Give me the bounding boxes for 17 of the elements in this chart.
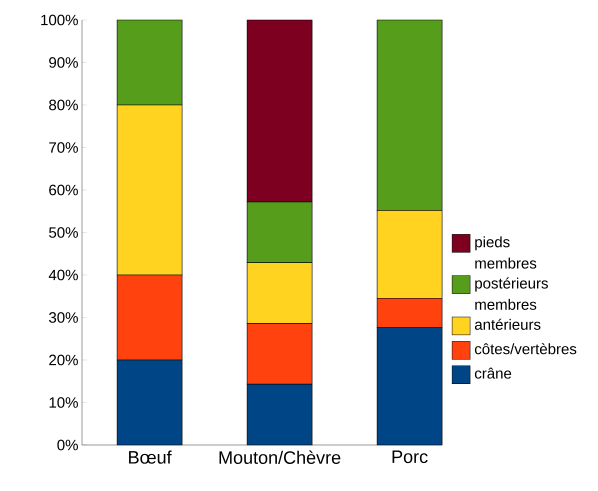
legend-label: pieds [475, 236, 510, 250]
x-tick-label: Bœuf [129, 450, 172, 464]
legend-label: crâne [474, 368, 512, 379]
y-tick-label: 20% [49, 354, 78, 366]
y-tick-label: 10% [50, 397, 78, 408]
y-tick-label: 100% [41, 14, 78, 26]
y-tick-label: 0% [57, 440, 78, 450]
x-tick-label: Mouton/Chèvre [220, 450, 340, 464]
y-tick-label: 40% [48, 270, 78, 280]
y-tick-label: 90% [49, 57, 78, 68]
y-tick-label: 50% [49, 227, 78, 238]
x-tick-label: Porc [392, 450, 428, 464]
y-tick-label: 80% [49, 100, 78, 110]
y-tick-label: 70% [49, 142, 78, 153]
y-tick-label: 30% [49, 312, 78, 323]
y-tick-label: 60% [49, 184, 78, 196]
legend-label: côtes/vertèbres [474, 343, 576, 354]
